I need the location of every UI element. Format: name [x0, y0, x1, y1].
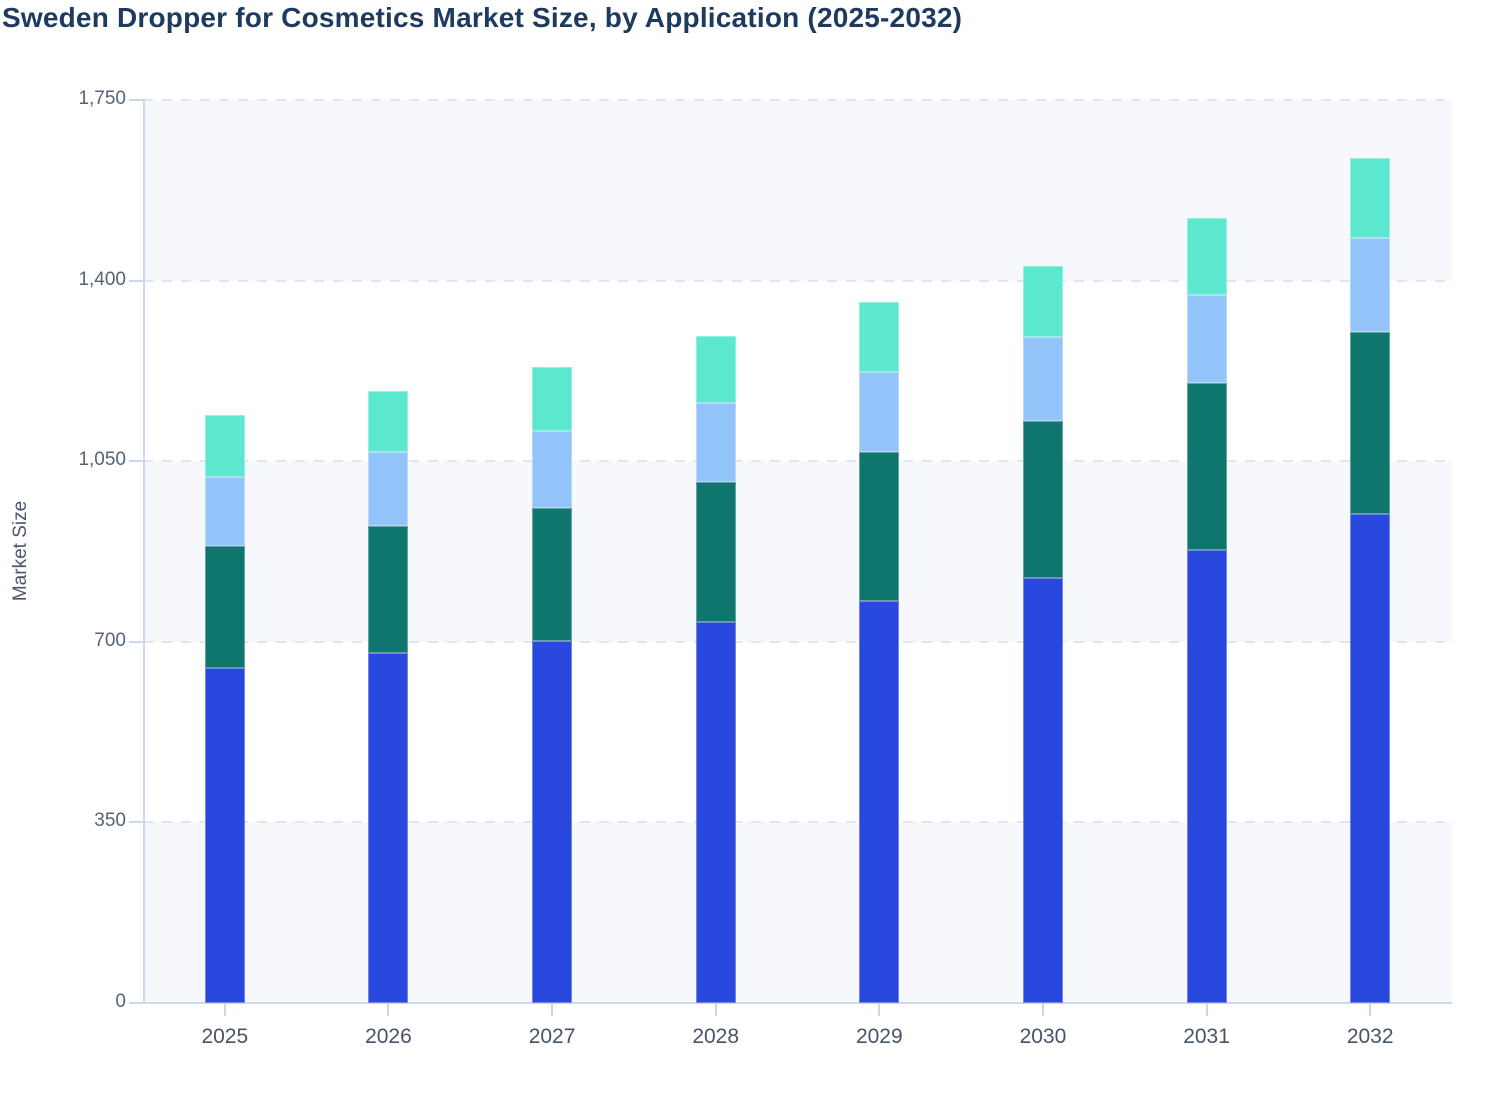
chart-title: Sweden Dropper for Cosmetics Market Size… — [2, 2, 963, 33]
gridline — [143, 640, 1452, 643]
bar-segment-segment-blue-2026[interactable] — [368, 653, 409, 1003]
x-axis-tick — [878, 1003, 881, 1016]
bar-segment-segment-teal-2026[interactable] — [368, 526, 409, 654]
y-axis-tick — [129, 1002, 145, 1004]
bar-segment-segment-light-blue-2032[interactable] — [1350, 237, 1391, 333]
y-axis-title: Market Size — [10, 500, 31, 602]
bar-segment-segment-mint-2029[interactable] — [859, 302, 900, 373]
bar-segment-segment-light-blue-2026[interactable] — [368, 452, 409, 527]
y-tick-label: 350 — [94, 810, 126, 832]
y-axis-tick — [129, 279, 145, 282]
y-axis-tick — [129, 821, 145, 824]
bar-segment-segment-teal-2025[interactable] — [204, 546, 245, 668]
bar-segment-segment-blue-2029[interactable] — [859, 600, 900, 1003]
x-axis-tick — [551, 1003, 554, 1016]
bar-segment-segment-light-blue-2025[interactable] — [204, 476, 245, 547]
y-tick-label: 0 — [115, 991, 126, 1012]
gridline — [143, 99, 1452, 101]
x-tick-label: 2030 — [1019, 1025, 1067, 1048]
bar-segment-segment-teal-2032[interactable] — [1350, 332, 1391, 514]
x-tick-label: 2029 — [855, 1025, 903, 1048]
plot-band — [143, 822, 1452, 1003]
x-axis-tick — [223, 1003, 226, 1016]
bar-segment-segment-teal-2028[interactable] — [695, 481, 736, 623]
x-axis-tick — [387, 1003, 390, 1016]
bar-segment-segment-blue-2028[interactable] — [695, 622, 736, 1003]
bar-segment-segment-mint-2028[interactable] — [695, 336, 736, 404]
y-tick-label: 1,400 — [78, 268, 126, 290]
bar-segment-segment-teal-2030[interactable] — [1022, 421, 1063, 578]
x-tick-label: 2031 — [1183, 1025, 1230, 1048]
plot-band — [143, 100, 1452, 281]
bar-segment-segment-mint-2030[interactable] — [1022, 266, 1063, 338]
bar-segment-segment-teal-2029[interactable] — [859, 452, 900, 601]
bar-segment-segment-mint-2025[interactable] — [204, 414, 245, 477]
bar-segment-segment-light-blue-2029[interactable] — [859, 372, 900, 453]
x-tick-label: 2025 — [201, 1025, 249, 1048]
gridline — [143, 279, 1452, 282]
bar-segment-segment-blue-2030[interactable] — [1022, 577, 1063, 1003]
bar-segment-segment-blue-2031[interactable] — [1186, 549, 1227, 1003]
x-axis-tick — [1369, 1003, 1372, 1016]
bar-segment-segment-mint-2026[interactable] — [368, 391, 409, 453]
bar-segment-segment-light-blue-2027[interactable] — [532, 431, 573, 508]
bar-segment-segment-light-blue-2028[interactable] — [695, 403, 736, 482]
bar-segment-segment-teal-2031[interactable] — [1186, 383, 1227, 550]
x-axis-line — [143, 1002, 1452, 1004]
y-axis-tick — [129, 460, 145, 463]
y-tick-label: 1,750 — [78, 88, 126, 109]
x-tick-label: 2028 — [692, 1025, 740, 1048]
y-tick-label: 1,050 — [78, 449, 126, 471]
bar-segment-segment-light-blue-2031[interactable] — [1186, 294, 1227, 384]
bar-segment-segment-light-blue-2030[interactable] — [1022, 337, 1063, 422]
y-tick-label: 700 — [94, 629, 126, 651]
x-tick-label: 2027 — [528, 1025, 576, 1048]
bar-segment-segment-blue-2025[interactable] — [204, 667, 245, 1003]
y-axis-line — [143, 100, 145, 1003]
bar-segment-segment-blue-2027[interactable] — [532, 640, 573, 1003]
y-axis-tick — [129, 99, 145, 101]
plot-band — [143, 461, 1452, 642]
x-tick-label: 2026 — [365, 1025, 412, 1048]
x-axis-tick — [1205, 1003, 1208, 1016]
y-axis-tick — [129, 640, 145, 643]
gridline — [143, 821, 1452, 824]
bar-segment-segment-teal-2027[interactable] — [532, 507, 573, 641]
gridline — [143, 460, 1452, 463]
bar-segment-segment-mint-2032[interactable] — [1350, 158, 1391, 238]
x-tick-label: 2032 — [1346, 1025, 1394, 1048]
x-axis-tick — [1041, 1003, 1044, 1016]
bar-segment-segment-mint-2031[interactable] — [1186, 218, 1227, 295]
x-axis-tick — [714, 1003, 717, 1016]
bar-segment-segment-mint-2027[interactable] — [532, 367, 573, 432]
bar-segment-segment-blue-2032[interactable] — [1350, 513, 1391, 1003]
